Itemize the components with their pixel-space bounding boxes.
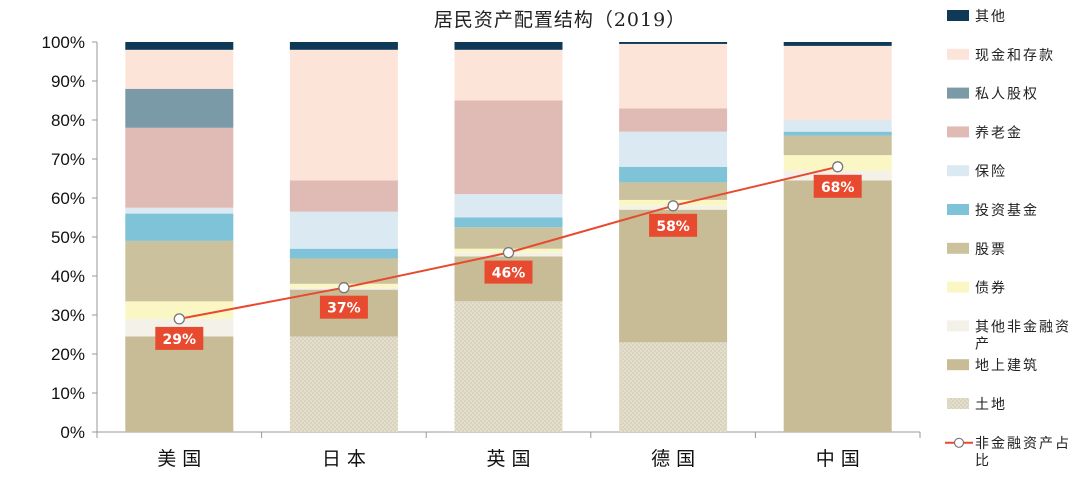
bar-segment (289, 211, 398, 249)
bar-segment (619, 182, 728, 200)
bar-segment (619, 42, 728, 44)
data-label-box (155, 326, 204, 350)
bar-segment (454, 42, 563, 50)
legend-swatch (947, 204, 969, 215)
data-label: 37% (327, 301, 361, 317)
legend-label: 投资基金 (975, 202, 1039, 219)
x-tick-label: 美国 (157, 448, 207, 470)
chart-title: 居民资产配置结构（2019） (434, 9, 686, 31)
legend-label: 现金和存款 (975, 48, 1055, 64)
legend-line-marker (953, 437, 965, 448)
line-point (173, 313, 185, 325)
line-point (338, 282, 350, 294)
bar-segment (125, 207, 234, 214)
bar-segment (619, 108, 728, 132)
legend-label: 私人股权 (975, 87, 1039, 103)
legend-swatch (947, 359, 969, 371)
y-tick-label: 80% (51, 111, 85, 130)
legend-label: 土地 (975, 397, 1007, 413)
y-tick-label: 30% (51, 306, 85, 325)
y-tick-label: 50% (51, 228, 85, 247)
legend-label: 其他非金融资 (975, 319, 1071, 335)
y-tick-label: 10% (51, 384, 85, 403)
x-tick-label: 中国 (816, 448, 866, 470)
plot-area: 0% 10% 20% 30% 40% 50% 60% 70% 80% 90% 100% 美国 日本 英国 德… (42, 33, 921, 470)
legend-label: 产 (975, 336, 991, 352)
bar-segment (454, 100, 563, 195)
legend-swatch (947, 165, 969, 177)
bar-segment (125, 42, 234, 50)
legend-label: 债券 (975, 281, 1007, 297)
y-tick-label: 40% (51, 267, 85, 286)
bar-segment (289, 49, 398, 181)
bar-segment (783, 45, 892, 120)
data-label: 29% (163, 332, 197, 348)
bar-segment (454, 217, 563, 228)
bar-segment (619, 43, 728, 109)
legend-label: 地上建筑 (975, 358, 1039, 374)
line-point (667, 200, 679, 212)
bar-segment (783, 120, 892, 132)
y-tick-label: 20% (51, 345, 85, 364)
y-tick-label: 60% (51, 189, 85, 208)
legend-swatch (947, 126, 969, 138)
legend: 其他现金和存款私人股权养老金保险投资基金股票债券其他非金融资产地上建筑土地非金融… (945, 9, 1071, 469)
legend-label: 其他 (975, 9, 1007, 25)
y-tick-label: 0% (60, 423, 85, 442)
legend-swatch (947, 48, 969, 60)
data-label-box (813, 174, 862, 198)
bar-segment (619, 131, 728, 167)
bar-segment (125, 88, 234, 128)
legend-swatch (947, 281, 969, 293)
legend-swatch (947, 242, 969, 254)
x-tick-label: 英国 (486, 448, 536, 470)
bar-segment (289, 42, 398, 50)
bar-segment (125, 127, 234, 208)
data-label-box (319, 295, 368, 319)
x-tick-label: 德国 (651, 448, 701, 470)
bar-segment (454, 194, 563, 218)
legend-swatch (947, 87, 969, 99)
bar-segment (289, 180, 398, 212)
data-label: 46% (492, 266, 526, 282)
line-point (502, 246, 515, 259)
bar-segment (783, 131, 892, 136)
bar-segment (454, 227, 563, 249)
bar-segment (619, 342, 728, 432)
legend-label: 比 (975, 453, 991, 469)
data-label-box (649, 213, 698, 237)
y-tick-label: 70% (51, 150, 85, 169)
line-point (832, 161, 844, 173)
y-tick-label: 100% (42, 33, 85, 52)
bar-segment (783, 180, 892, 432)
bar-segment (783, 135, 892, 156)
legend-swatch (947, 10, 969, 21)
bar-segment (125, 336, 234, 432)
x-tick-label: 日本 (322, 448, 372, 470)
bar-segment (454, 49, 563, 101)
bar-segment (619, 166, 728, 183)
bar-segment (125, 49, 234, 89)
legend-label: 保险 (975, 164, 1007, 180)
legend-label: 股票 (975, 242, 1007, 258)
data-label: 58% (656, 219, 690, 235)
legend-swatch (947, 320, 969, 332)
bar-segment (289, 336, 398, 432)
legend-label: 养老金 (975, 125, 1023, 141)
y-tick-label: 90% (51, 72, 85, 91)
bar-segment (125, 213, 234, 241)
bar-segment (289, 248, 398, 259)
data-label: 68% (821, 180, 855, 196)
legend-swatch (947, 398, 969, 409)
bar-segment (125, 240, 234, 302)
bar-segment (783, 42, 892, 46)
data-label-box (484, 260, 533, 284)
legend-label: 非金融资产占 (975, 436, 1071, 452)
bar-segment (454, 301, 563, 432)
